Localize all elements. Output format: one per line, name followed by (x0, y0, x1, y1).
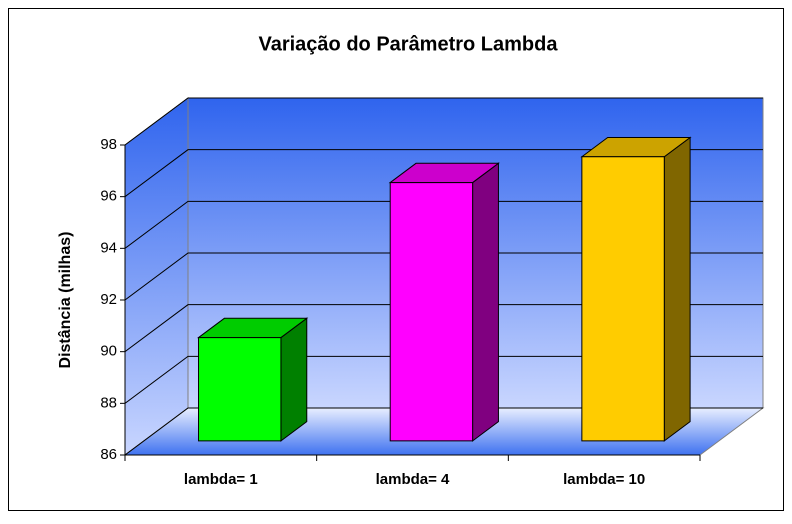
y-tick-label: 98 (100, 136, 117, 153)
y-tick-label: 90 (100, 343, 117, 360)
grid-line (124, 355, 763, 404)
x-tick-label: lambda= 4 (376, 471, 450, 488)
y-tick-label: 86 (100, 446, 117, 463)
grid-line (124, 304, 763, 353)
y-tick-label: 94 (100, 239, 117, 256)
grid-line (124, 97, 763, 146)
bar (581, 156, 665, 442)
bar (389, 182, 474, 442)
bar-side (663, 136, 691, 442)
y-axis-label: Distância (milhas) (57, 232, 74, 369)
plot-area: 86 88 90 92 94 96 98 lambda= 1 lambda= 4 lambda= … (100, 97, 765, 488)
grid-line (124, 252, 763, 301)
bar-side (280, 317, 308, 442)
y-tick-label: 96 (100, 188, 117, 205)
bar-side (472, 162, 499, 442)
y-tick-label: 88 (100, 394, 117, 411)
grid-line (124, 200, 763, 249)
bar (198, 337, 282, 442)
y-tick-label: 92 (100, 291, 117, 308)
grid-line (124, 149, 763, 198)
grid-line (124, 407, 763, 456)
chart-title: Variação do Parâmetro Lambda (258, 33, 558, 55)
x-tick-label: lambda= 1 (184, 471, 258, 488)
x-tick-label: lambda= 10 (563, 471, 645, 488)
